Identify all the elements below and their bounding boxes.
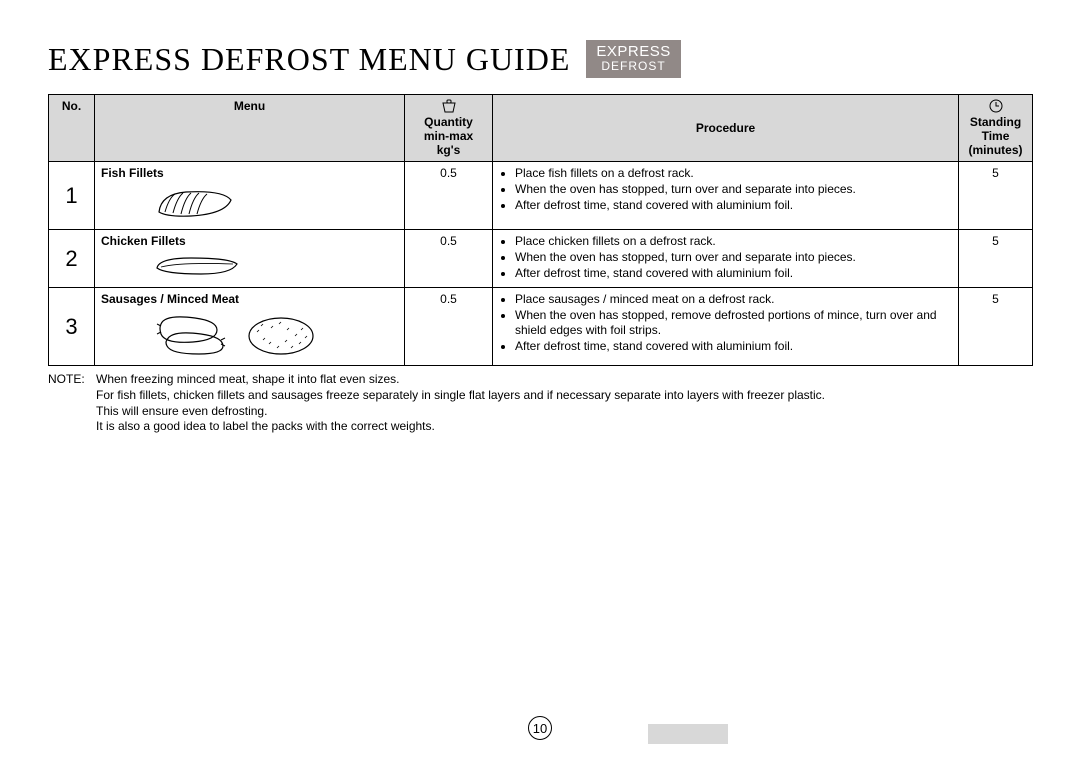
page: EXPRESS DEFROST MENU GUIDE EXPRESS DEFRO… — [0, 0, 1080, 764]
row-menu: Sausages / Minced Meat — [95, 288, 405, 366]
row-procedure: Place fish fillets on a defrost rack. Wh… — [493, 162, 959, 230]
table-header: No. Menu Quantity min-max kg's Procedure… — [49, 95, 1033, 162]
col-time-l3: (minutes) — [965, 143, 1026, 157]
row-menu: Fish Fillets — [95, 162, 405, 230]
row-qty: 0.5 — [405, 288, 493, 366]
procedure-step: Place chicken fillets on a defrost rack. — [515, 234, 952, 249]
procedure-step: When the oven has stopped, remove defros… — [515, 308, 952, 338]
col-procedure-label: Procedure — [696, 121, 755, 135]
defrost-table: No. Menu Quantity min-max kg's Procedure… — [48, 94, 1033, 366]
table-body: 1 Fish Fillets 0.5 Place fish fillets on… — [49, 162, 1033, 366]
title-row: EXPRESS DEFROST MENU GUIDE EXPRESS DEFRO… — [48, 40, 1032, 78]
row-menu: Chicken Fillets — [95, 230, 405, 288]
row-time: 5 — [959, 230, 1033, 288]
note-line: When freezing minced meat, shape it into… — [96, 372, 1032, 388]
row-time: 5 — [959, 162, 1033, 230]
row-procedure: Place sausages / minced meat on a defros… — [493, 288, 959, 366]
table-row: 3 Sausages / Minced Meat — [49, 288, 1033, 366]
express-defrost-badge: EXPRESS DEFROST — [586, 40, 680, 78]
col-time: Standing Time (minutes) — [959, 95, 1033, 162]
row-qty: 0.5 — [405, 230, 493, 288]
col-time-l1: Standing — [965, 115, 1026, 129]
col-qty: Quantity min-max kg's — [405, 95, 493, 162]
procedure-step: After defrost time, stand covered with a… — [515, 198, 952, 213]
sausages-mince-icon — [151, 310, 398, 361]
table-row: 1 Fish Fillets 0.5 Place fish fillets on… — [49, 162, 1033, 230]
menu-name: Chicken Fillets — [101, 234, 398, 248]
footer-grey-box — [648, 724, 728, 744]
page-number-circle: 10 — [528, 716, 552, 740]
menu-name: Fish Fillets — [101, 166, 398, 180]
procedure-step: When the oven has stopped, turn over and… — [515, 182, 952, 197]
row-qty: 0.5 — [405, 162, 493, 230]
note-line: For fish fillets, chicken fillets and sa… — [96, 388, 1032, 404]
procedure-step: Place fish fillets on a defrost rack. — [515, 166, 952, 181]
note-line: This will ensure even defrosting. — [96, 404, 1032, 420]
col-time-l2: Time — [965, 129, 1026, 143]
menu-name: Sausages / Minced Meat — [101, 292, 398, 306]
row-no: 3 — [49, 288, 95, 366]
fish-fillet-icon — [151, 184, 398, 225]
row-procedure: Place chicken fillets on a defrost rack.… — [493, 230, 959, 288]
col-procedure: Procedure — [493, 95, 959, 162]
badge-line2: DEFROST — [596, 60, 670, 73]
page-title: EXPRESS DEFROST MENU GUIDE — [48, 41, 570, 78]
clock-icon — [989, 99, 1003, 113]
procedure-step: When the oven has stopped, turn over and… — [515, 250, 952, 265]
row-time: 5 — [959, 288, 1033, 366]
table-row: 2 Chicken Fillets 0.5 Place chicken fill… — [49, 230, 1033, 288]
procedure-step: Place sausages / minced meat on a defros… — [515, 292, 952, 307]
procedure-step: After defrost time, stand covered with a… — [515, 339, 952, 354]
row-no: 2 — [49, 230, 95, 288]
col-menu-label: Menu — [234, 99, 265, 113]
col-no-label: No. — [62, 99, 81, 113]
badge-line1: EXPRESS — [596, 44, 670, 60]
note-block: NOTE: When freezing minced meat, shape i… — [48, 372, 1032, 434]
page-number-text: 10 — [533, 721, 547, 736]
note-line: It is also a good idea to label the pack… — [96, 419, 1032, 435]
col-qty-l3: kg's — [411, 143, 486, 157]
note-body: When freezing minced meat, shape it into… — [96, 372, 1032, 434]
col-menu: Menu — [95, 95, 405, 162]
procedure-step: After defrost time, stand covered with a… — [515, 266, 952, 281]
col-no: No. — [49, 95, 95, 162]
row-no: 1 — [49, 162, 95, 230]
page-number: 10 — [528, 716, 552, 740]
col-qty-l2: min-max — [411, 129, 486, 143]
chicken-fillet-icon — [151, 252, 398, 283]
weight-icon — [441, 99, 457, 113]
note-label: NOTE: — [48, 372, 96, 434]
col-qty-l1: Quantity — [411, 115, 486, 129]
